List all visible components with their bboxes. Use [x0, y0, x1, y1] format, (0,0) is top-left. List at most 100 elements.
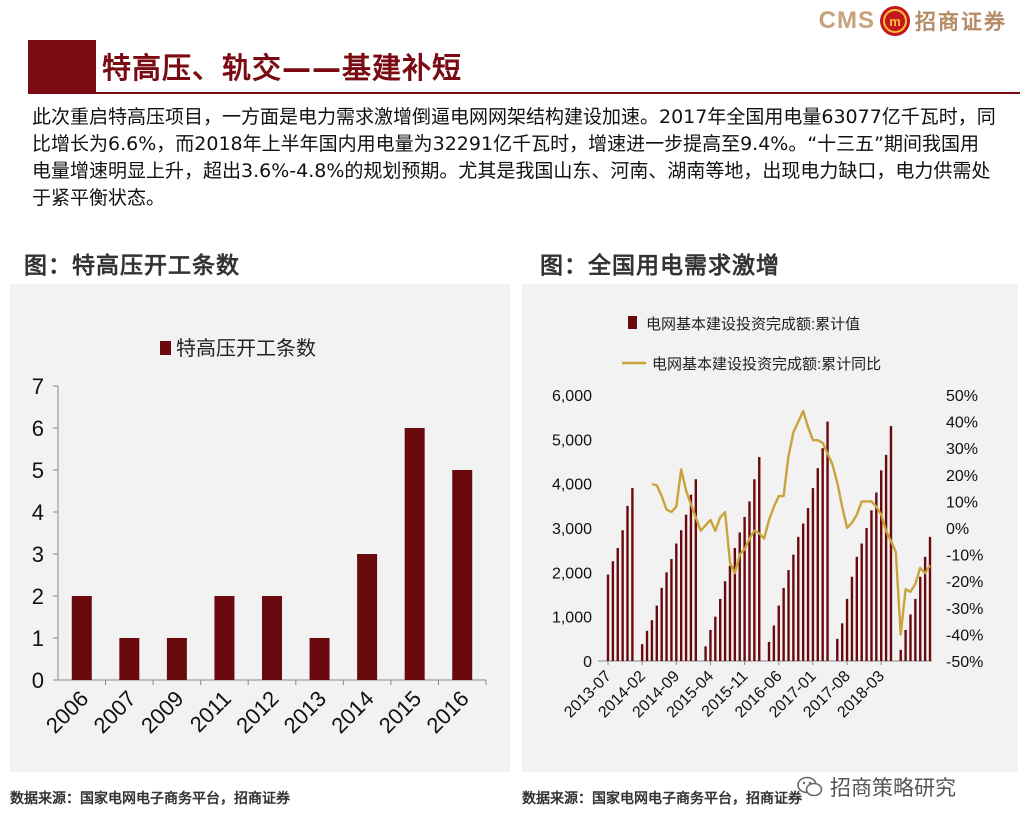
- bar-36: [782, 587, 785, 661]
- bar-62: [909, 614, 912, 661]
- y-tick-label: 1: [32, 626, 44, 651]
- intro-paragraph: 此次重启特高压项目，一方面是电力需求激增倒逼电网网架结构建设加速。2017年全国…: [32, 106, 996, 209]
- y-tick-label: 7: [32, 374, 44, 399]
- bar-8: [645, 630, 649, 661]
- y-left-tick-label: 6,000: [552, 388, 592, 405]
- bar-2: [616, 547, 619, 661]
- bar-30: [753, 479, 756, 661]
- logo-emblem-icon: m: [880, 6, 910, 36]
- bar-17: [689, 494, 693, 661]
- y-left-tick-label: 5,000: [552, 432, 592, 449]
- bar-60: [899, 649, 902, 661]
- right-chart-panel: 电网基本建设投资完成额:累计值 电网基本建设投资完成额:累计同比 0 1,000 2,0…: [522, 284, 1018, 772]
- bar-52: [860, 543, 863, 661]
- title-accent-block: [28, 40, 96, 92]
- y-right-tick-label: -20%: [946, 574, 983, 591]
- y-left-tick-label: 3,000: [552, 521, 592, 538]
- x-tick-label-2006: 2006: [41, 686, 93, 738]
- wechat-icon: [797, 776, 823, 797]
- bar-9: [650, 620, 654, 661]
- bar-5: [631, 488, 634, 661]
- bar-47: [836, 638, 839, 661]
- bar-34: [772, 625, 776, 661]
- y-left-tick-label: 2,000: [552, 565, 592, 582]
- bar-40: [801, 523, 805, 661]
- bar-2006: [71, 596, 92, 680]
- bar-42: [811, 488, 815, 661]
- bar-50: [850, 576, 854, 661]
- bar-15: [679, 530, 683, 661]
- svg-text:m: m: [889, 14, 901, 29]
- bar-66: [928, 536, 932, 661]
- x-tick-label-2012: 2012: [231, 686, 283, 738]
- bar-55: [875, 492, 878, 661]
- bar-43: [816, 468, 819, 661]
- bar-38: [792, 554, 795, 661]
- bar-29: [748, 501, 751, 661]
- bar-26: [733, 547, 737, 661]
- bar-2015: [404, 428, 425, 680]
- bar-12: [665, 572, 668, 661]
- bar-0: [606, 574, 610, 661]
- x-tick-label-2011: 2011: [185, 686, 236, 737]
- left-chart-panel: 特高压开工条数 0 1 2 3 4 5 6 7 2006 2007 2009 2011 2012 2013 2…: [10, 284, 510, 772]
- bar-61: [904, 629, 907, 661]
- y-right-tick-label: 20%: [946, 468, 978, 485]
- y-tick-label: 6: [32, 416, 44, 441]
- bar-51: [855, 556, 859, 661]
- bar-25: [728, 565, 732, 661]
- bar-31: [758, 457, 761, 661]
- bar-2007: [119, 638, 140, 680]
- x-tick-label-2015: 2015: [374, 686, 426, 738]
- bar-2014: [357, 554, 378, 680]
- watermark: 招商策略研究: [796, 772, 956, 802]
- x-tick-label-2009: 2009: [136, 686, 188, 738]
- left-bar-chart: 特高压开工条数012345672006200720092011201220132…: [32, 337, 487, 738]
- bar-41: [806, 508, 810, 661]
- title-divider: [28, 92, 1020, 94]
- left-figure-title: 图：特高压开工条数: [24, 253, 240, 279]
- bar-27: [738, 532, 741, 661]
- logo-text: CMS: [818, 7, 875, 34]
- bar-24: [723, 581, 727, 661]
- bar-14: [675, 543, 678, 661]
- y-tick-label: 5: [32, 458, 44, 483]
- x-tick-label-2016: 2016: [421, 686, 473, 738]
- left-source-note: 数据来源：国家电网电子商务平台，招商证券: [10, 791, 290, 807]
- y-right-tick-label: 40%: [946, 415, 978, 432]
- bar-10: [655, 605, 658, 661]
- bar-64: [919, 576, 922, 661]
- legend-swatch: [160, 341, 171, 355]
- y-tick-label: 4: [32, 500, 44, 525]
- bar-56: [880, 470, 883, 661]
- y-left-tick-label: 4,000: [552, 477, 592, 494]
- y-right-tick-label: -10%: [946, 548, 983, 565]
- legend-label: 特高压开工条数: [176, 337, 316, 360]
- legend-line-label: 电网基本建设投资完成额:累计同比: [652, 356, 881, 373]
- bar-18: [694, 479, 698, 661]
- bar-11: [660, 587, 663, 661]
- watermark-text: 招商策略研究: [830, 776, 956, 800]
- bar-21: [709, 629, 712, 661]
- bar-28: [743, 516, 746, 661]
- bar-2013: [309, 638, 330, 680]
- bar-13: [670, 559, 673, 661]
- bar-2016: [452, 470, 473, 680]
- company-logo: CMS m 招商证券: [819, 4, 1007, 38]
- legend-bar-label: 电网基本建设投资完成额:累计值: [646, 316, 860, 333]
- logo-cn-text: 招商证券: [915, 10, 1007, 34]
- bar-2011: [214, 596, 235, 680]
- x-tick-label-2013: 2013: [279, 686, 331, 738]
- bar-2009: [166, 638, 187, 680]
- bar-57: [884, 454, 888, 661]
- x-tick-label-2014: 2014: [326, 686, 378, 738]
- page-title: 特高压、轨交——基建补短: [102, 51, 463, 85]
- bar-16: [684, 514, 688, 661]
- bar-44: [821, 448, 824, 661]
- bar-3: [621, 530, 624, 661]
- bar-45: [826, 421, 829, 661]
- y-left-tick-label: 1,000: [552, 610, 592, 627]
- y-right-tick-label: -40%: [946, 627, 983, 644]
- bar-35: [777, 605, 780, 661]
